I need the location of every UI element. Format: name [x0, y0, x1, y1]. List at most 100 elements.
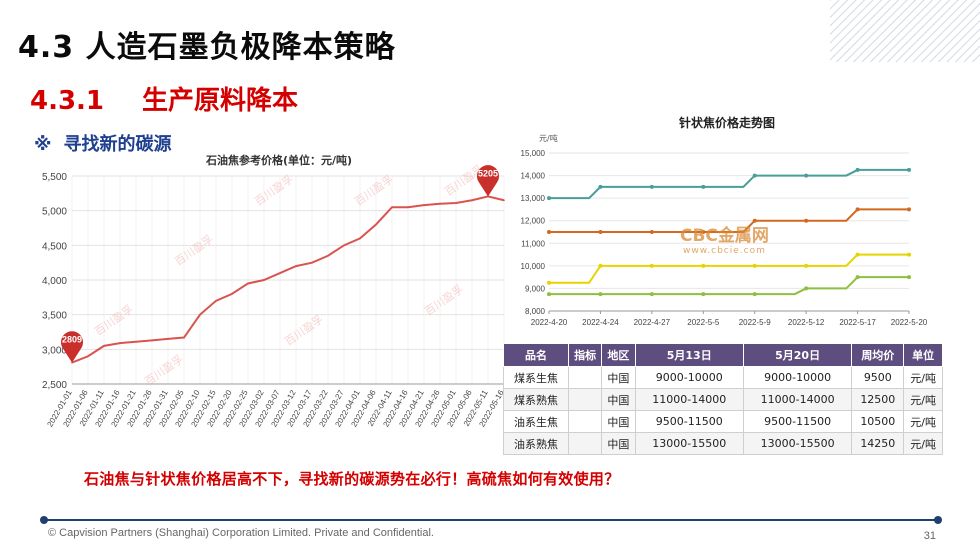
x-tick-label: 2022-5-17 [839, 318, 876, 327]
annotation-label: 5205 [478, 168, 498, 178]
series-line-3 [549, 253, 909, 284]
series-2-point [907, 207, 911, 212]
table-body: 煤系生焦 中国 9000-10000 9000-10000 9500 元/吨 煤系熟焦 中国 1… [502, 366, 943, 455]
price-point [311, 261, 313, 264]
series-2-point [855, 207, 860, 212]
price-point [359, 237, 361, 240]
chart-title: 针状焦价格走势图 [678, 116, 775, 130]
table-cell: 元/吨 [903, 388, 943, 411]
table-header-cell: 指标 [568, 343, 603, 367]
table-cell: 油系熟焦 [502, 432, 570, 455]
footer-dot-right [934, 516, 942, 524]
series-4-point [804, 286, 809, 291]
y-tick-label: 4,000 [42, 276, 67, 287]
table-header-cell: 地区 [601, 343, 636, 367]
y-tick-label: 2,500 [42, 380, 67, 391]
table-cell: 中国 [601, 432, 636, 455]
series-3-point [752, 263, 757, 268]
petroleum-coke-svg: 2,5003,0003,5004,0004,5005,0005,5002022-… [42, 163, 506, 429]
series-3-point [547, 280, 551, 285]
annotation-label: 2809 [62, 335, 82, 345]
table-cell [568, 410, 603, 433]
x-tick-label: 2022-4-27 [634, 318, 671, 327]
table-cell: 13000-15500 [634, 432, 744, 455]
annotation-pin [61, 331, 83, 363]
table-cell: 9500-11500 [742, 410, 853, 433]
x-tick-label: 2022-4-24 [582, 318, 619, 327]
price-point [263, 279, 265, 281]
price-point [391, 206, 393, 208]
table-row: 油系熟焦 中国 13000-15500 13000-15500 14250 元/吨 [502, 432, 943, 455]
watermark-text: 百川盈孚 [352, 173, 395, 209]
price-point [247, 282, 249, 285]
price-point [135, 340, 137, 343]
table-header-cell: 5月13日 [634, 343, 744, 367]
series-3-point [804, 263, 809, 268]
table-header-cell: 品名 [502, 343, 570, 367]
y-tick-label: 3,500 [42, 311, 67, 322]
price-point [295, 265, 297, 267]
series-4-point [598, 292, 603, 297]
cbc-logo-url: www.cbcie.com [683, 246, 766, 256]
series-1-point [907, 167, 911, 172]
petroleum-coke-chart: 石油焦参考价格(单位：元/吨) 2,500 3,000 3,500 4,000 4,50… [28, 146, 510, 446]
table-row: 煤系熟焦 中国 11000-14000 11000-14000 12500 元/吨 [502, 388, 943, 411]
price-point [231, 293, 233, 295]
table-row: 煤系生焦 中国 9000-10000 9000-10000 9500 元/吨 [502, 366, 943, 389]
price-point [375, 223, 377, 226]
page-title: 4.3 人造石墨负极降本策略 [18, 30, 396, 65]
series-1-point [547, 196, 551, 201]
table-cell: 13000-15500 [742, 432, 853, 455]
y-tick-label: 5,500 [42, 172, 67, 183]
chart-title: 石油焦参考价格(单位：元/吨) [206, 154, 353, 167]
series-1-point [649, 184, 654, 189]
x-tick-label: 2022-5-20 [891, 318, 928, 327]
price-point [151, 339, 153, 342]
section-text: 生产原料降本 [142, 86, 299, 116]
watermark-text: 百川盈孚 [252, 173, 295, 209]
watermark-text: 百川盈孚 [142, 353, 185, 389]
bullet-text: 寻找新的碳源 [63, 134, 172, 155]
y-tick-label: 8,000 [525, 307, 546, 316]
table-cell: 12500 [851, 388, 905, 411]
price-point [503, 199, 505, 202]
table-cell: 煤系熟焦 [502, 388, 570, 411]
y-tick-label: 14,000 [521, 172, 546, 181]
series-1-point [701, 184, 706, 189]
price-point [407, 206, 409, 208]
table-cell: 11000-14000 [634, 388, 744, 411]
footer-dot-left [40, 516, 48, 524]
price-point [183, 336, 185, 339]
table-cell: 元/吨 [903, 432, 943, 455]
footer-copyright: © Capvision Partners (Shanghai) Corporat… [48, 527, 434, 539]
y-tick-label: 12,000 [521, 217, 546, 226]
x-tick-label: 2022-4-20 [531, 318, 568, 327]
series-4-point [649, 292, 654, 297]
table-row: 油系生焦 中国 9500-11500 9500-11500 10500 元/吨 [502, 410, 943, 433]
reference-mark-icon: ※ [34, 134, 52, 155]
price-point [103, 345, 105, 347]
table-header-cell: 单位 [903, 343, 943, 367]
series-line-1 [549, 168, 909, 200]
y-unit-label: 元/吨 [539, 134, 558, 143]
table-cell: 9500-11500 [634, 410, 744, 433]
table-header-cell: 周均价 [851, 343, 905, 367]
table-cell [568, 366, 603, 389]
table-cell: 9000-10000 [634, 366, 744, 389]
series-1-point [855, 167, 860, 172]
x-tick-label: 2022-5-5 [687, 318, 720, 327]
table-cell: 10500 [851, 410, 905, 433]
price-point [439, 202, 441, 205]
price-point [471, 199, 473, 202]
needle-coke-price-table: 品名 指标 地区 5月13日 5月20日 周均价 单位 煤系生焦 中国 9000-10000 90… [502, 343, 943, 455]
price-point [167, 338, 169, 340]
series-2-point [598, 230, 603, 234]
y-tick-label: 3,000 [42, 345, 67, 356]
y-tick-label: 15,000 [521, 149, 546, 158]
table-cell: 元/吨 [903, 410, 943, 433]
page-number: 31 [923, 530, 936, 542]
price-point [119, 342, 121, 344]
price-point [199, 313, 201, 316]
series-3-point [907, 252, 911, 257]
price-point [343, 244, 345, 247]
